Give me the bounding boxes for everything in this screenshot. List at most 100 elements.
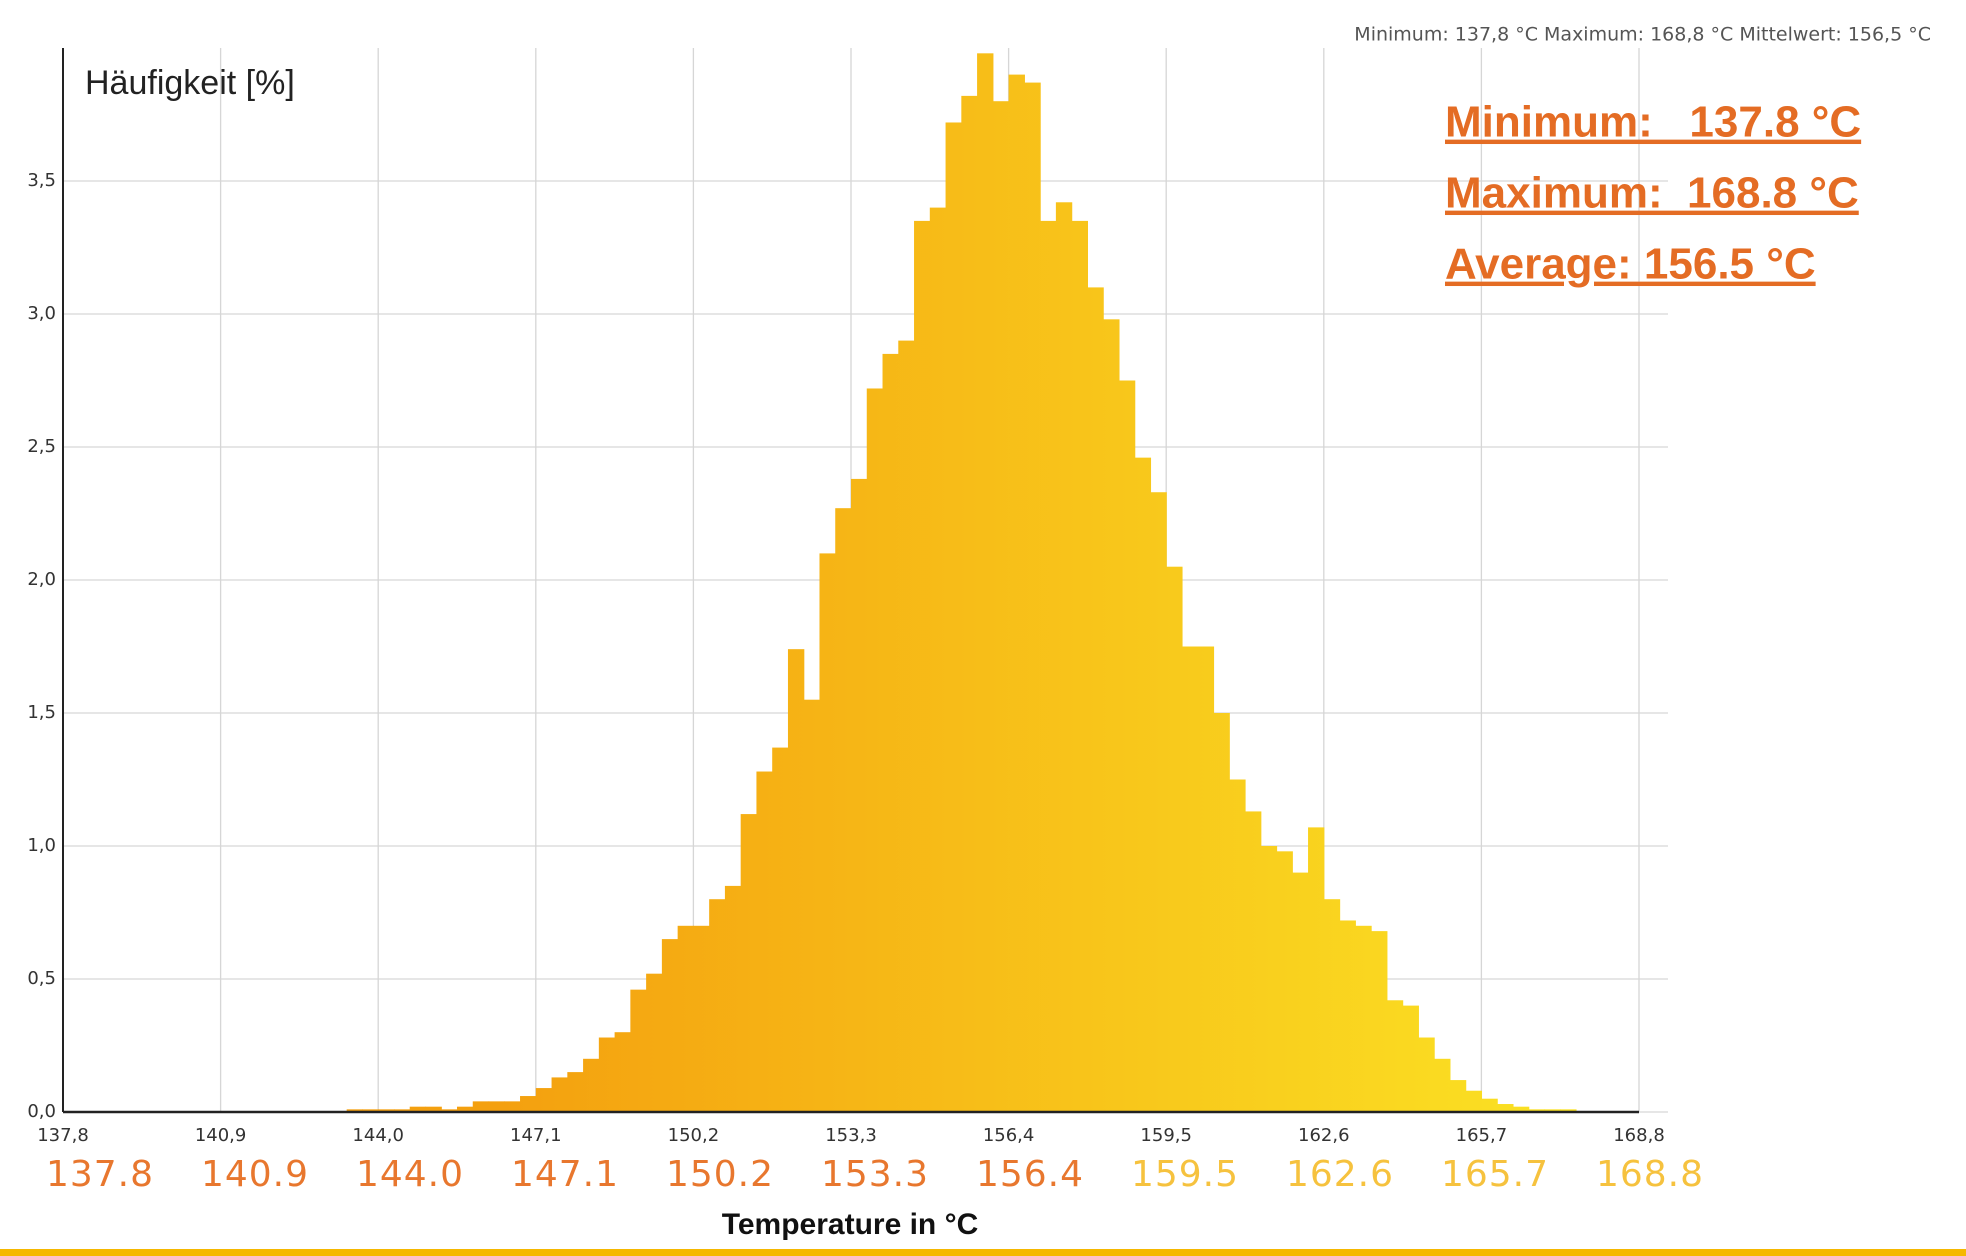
bar [1544, 1109, 1561, 1112]
bar [1339, 920, 1356, 1112]
overlay-x-label: 137.8 [46, 1154, 154, 1195]
bar [977, 53, 994, 1113]
y-tick-label: 3,5 [27, 170, 56, 191]
bar [945, 122, 962, 1113]
overlay-x-label: 168.8 [1596, 1154, 1704, 1195]
x-tick-label: 144,0 [352, 1125, 404, 1146]
bar [851, 478, 868, 1112]
bar [488, 1101, 505, 1112]
bar [756, 771, 773, 1112]
bar [346, 1109, 364, 1112]
bar [1071, 220, 1088, 1112]
bar [835, 508, 852, 1112]
y-tick-label: 3,0 [27, 303, 56, 324]
bar [504, 1101, 521, 1112]
x-tick-label: 159,5 [1140, 1125, 1192, 1146]
y-tick-label: 1,0 [27, 835, 56, 856]
x-tick-label: 162,6 [1298, 1125, 1350, 1146]
bar [1418, 1037, 1435, 1112]
bar [425, 1106, 442, 1112]
bar [1229, 779, 1246, 1112]
bar [535, 1088, 553, 1112]
bar [1008, 74, 1025, 1113]
bar [1055, 202, 1073, 1112]
bar [409, 1106, 427, 1112]
bar [1560, 1109, 1577, 1112]
overlay-x-label: 140.9 [201, 1154, 309, 1195]
overlay-x-label: 165.7 [1441, 1154, 1549, 1195]
bar [709, 899, 726, 1112]
bar [772, 747, 789, 1112]
bar [457, 1106, 474, 1112]
bar [1260, 846, 1278, 1112]
overlay-x-label: 153.3 [821, 1154, 929, 1195]
bar [1103, 319, 1120, 1112]
bar [1181, 646, 1199, 1112]
y-tick-label: 1,5 [27, 702, 56, 723]
x-tick-label: 168,8 [1613, 1125, 1665, 1146]
annotation: Average: 156.5 °C [1445, 240, 1816, 289]
bar [1166, 566, 1183, 1112]
bar [1276, 851, 1293, 1112]
overlay-x-label: 150.2 [666, 1154, 774, 1195]
bar [787, 649, 805, 1112]
overlay-x-label: 144.0 [356, 1154, 464, 1195]
bar [1465, 1090, 1482, 1112]
overlay-x-label: 162.6 [1286, 1154, 1394, 1195]
x-axis-title: Temperature in °C [722, 1208, 979, 1241]
y-tick-label: 2,5 [27, 436, 56, 457]
header: Minimum: 137,8 °C Maximum: 168,8 °C Mitt… [1354, 24, 1931, 46]
bar [961, 95, 978, 1112]
x-tick-label: 153,3 [825, 1125, 877, 1146]
bottom-stripe [0, 1249, 1966, 1256]
bar [724, 885, 742, 1112]
bar [1528, 1109, 1546, 1112]
bar [1150, 492, 1167, 1113]
x-tick-label: 137,8 [37, 1125, 89, 1146]
bar [567, 1072, 584, 1112]
bar [929, 207, 947, 1113]
x-tick-label: 150,2 [668, 1125, 720, 1146]
y-tick-label: 0,5 [27, 968, 56, 989]
bar [914, 220, 931, 1112]
x-tick-label: 156,4 [983, 1125, 1035, 1146]
bar [378, 1109, 395, 1112]
y-tick-label: 0,0 [27, 1101, 56, 1122]
bar [661, 939, 679, 1112]
bar [819, 553, 836, 1112]
x-tick-label: 140,9 [195, 1125, 247, 1146]
bar [393, 1109, 411, 1112]
bar [677, 925, 694, 1112]
overlay-x-label: 147.1 [511, 1154, 619, 1195]
bar [740, 814, 758, 1112]
bar [1497, 1104, 1514, 1112]
x-tick-label: 165,7 [1456, 1125, 1508, 1146]
bar [520, 1096, 537, 1112]
bar [1197, 646, 1215, 1112]
x-tick-label: 147,1 [510, 1125, 562, 1146]
bar [1371, 931, 1388, 1112]
bar [992, 101, 1010, 1112]
annotation: Minimum: 137.8 °C [1445, 98, 1861, 147]
bar [1481, 1098, 1498, 1112]
bar [614, 1032, 631, 1112]
bar [583, 1058, 600, 1112]
bar [882, 353, 899, 1112]
annotation: Maximum: 168.8 °C [1445, 169, 1859, 218]
bar [1355, 925, 1372, 1112]
bar [1449, 1080, 1467, 1112]
bar [1087, 287, 1104, 1112]
overlay-x-label: 159.5 [1131, 1154, 1239, 1195]
bar [1386, 1000, 1404, 1112]
bar [1512, 1106, 1530, 1112]
bar [598, 1037, 616, 1112]
bar [693, 925, 710, 1112]
bar [441, 1109, 458, 1112]
bar [1245, 811, 1262, 1112]
bar [866, 388, 884, 1113]
bar [1402, 1005, 1419, 1112]
bar [1292, 872, 1309, 1112]
bar [1213, 713, 1230, 1112]
y-axis-title: Häufigkeit [%] [85, 64, 295, 102]
